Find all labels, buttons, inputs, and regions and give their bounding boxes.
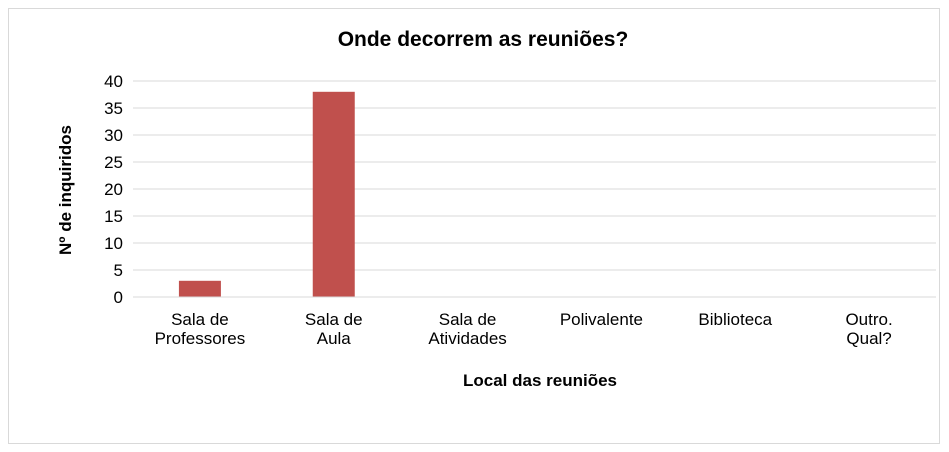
chart-title: Onde decorrem as reuniões? (338, 28, 629, 51)
y-tick-label: 35 (104, 99, 123, 118)
y-tick-label: 30 (104, 126, 123, 145)
x-tick-label: Outro. (845, 310, 892, 329)
y-tick-labels: 0 5 10 15 20 25 30 35 40 (104, 72, 123, 307)
x-tick-label: Biblioteca (698, 310, 772, 329)
y-tick-label: 5 (114, 261, 123, 280)
x-tick-label: Qual? (846, 329, 891, 348)
gridlines (133, 80, 936, 271)
x-tick-label: Aula (317, 329, 352, 348)
y-axis-title: Nº de inquiridos (56, 125, 75, 255)
x-tick-label: Atividades (428, 329, 506, 348)
x-tick-label: Sala de (439, 310, 497, 329)
bar (312, 91, 355, 297)
x-tick-label: Polivalente (560, 310, 643, 329)
y-tick-label: 10 (104, 234, 123, 253)
y-tick-label: 20 (104, 180, 123, 199)
y-tick-label: 0 (114, 288, 123, 307)
x-tick-label: Professores (155, 329, 246, 348)
y-tick-label: 15 (104, 207, 123, 226)
y-tick-label: 25 (104, 153, 123, 172)
y-tick-label: 40 (104, 72, 123, 91)
x-tick-label: Sala de (305, 310, 363, 329)
x-tick-label: Sala de (171, 310, 229, 329)
x-axis-title: Local das reuniões (463, 371, 617, 390)
bars (178, 91, 355, 297)
bar (178, 280, 221, 297)
